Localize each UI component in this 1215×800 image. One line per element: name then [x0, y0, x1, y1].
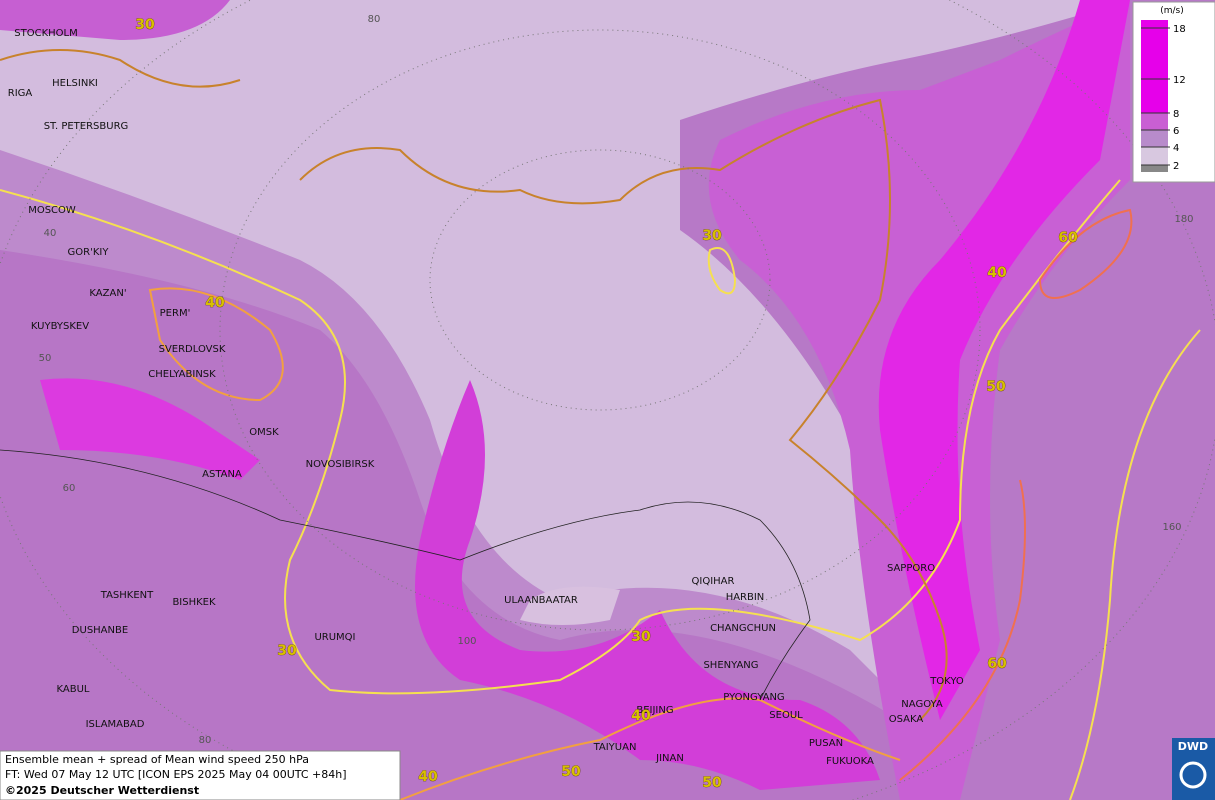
legend-swatch	[1141, 130, 1168, 147]
city-label: JINAN	[655, 753, 684, 764]
borders	[0, 449, 811, 701]
city-label: KAZAN'	[89, 288, 126, 299]
info-title: Ensemble mean + spread of Mean wind spee…	[5, 753, 309, 766]
legend-label: 2	[1173, 161, 1179, 172]
city-label: ASTANA	[202, 469, 242, 480]
legend-unit: (m/s)	[1160, 6, 1184, 16]
grid-label: 100	[457, 636, 476, 647]
city-label: CHELYABINSK	[148, 369, 216, 380]
contour-label: 60	[987, 656, 1007, 672]
legend: (m/s) 18 12 8 6 4 2	[1132, 1, 1215, 183]
info-box: Ensemble mean + spread of Mean wind spee…	[0, 750, 401, 800]
city-label: PYONGYANG	[723, 692, 784, 703]
contour-label: 40	[987, 265, 1007, 281]
contour-label: 50	[561, 764, 581, 780]
city-label: DUSHANBE	[72, 625, 128, 636]
city-label: TOKYO	[929, 676, 964, 687]
contour-label: 30	[631, 629, 651, 645]
grid-label: 160	[1162, 522, 1181, 533]
city-label: NOVOSIBIRSK	[306, 459, 375, 470]
contour-labels: 30 40 30 40 60 50 30 30 40 60 40 50 50	[135, 17, 1078, 792]
city-label: TASHKENT	[100, 590, 154, 601]
legend-label: 12	[1173, 75, 1186, 86]
city-label: HARBIN	[726, 592, 765, 603]
legend-swatch	[1141, 79, 1168, 113]
city-label: ISLAMABAD	[86, 719, 145, 730]
city-label: ULAANBAATAR	[504, 595, 578, 606]
city-label: TAIYUAN	[593, 742, 637, 753]
city-label: PERM'	[160, 308, 191, 319]
city-label: GOR'KIY	[68, 247, 110, 258]
city-label: RIGA	[8, 88, 33, 99]
city-label: NAGOYA	[901, 699, 943, 710]
legend-label: 18	[1173, 24, 1186, 35]
legend-swatch	[1141, 113, 1168, 130]
city-label: CHANGCHUN	[710, 623, 776, 634]
city-label: STOCKHOLM	[14, 28, 77, 39]
city-label: SAPPORO	[887, 563, 935, 574]
city-label: BISHKEK	[172, 597, 216, 608]
city-label: HELSINKI	[52, 78, 98, 89]
legend-label: 4	[1173, 143, 1179, 154]
contour-label: 30	[702, 228, 722, 244]
grid-label: 80	[368, 14, 381, 25]
contour-label: 40	[631, 708, 651, 724]
city-label: OMSK	[249, 427, 279, 438]
contours	[0, 179, 1201, 800]
city-label: MOSCOW	[28, 205, 76, 216]
city-label: SEOUL	[769, 710, 803, 721]
coastlines	[0, 49, 948, 721]
city-label: PUSAN	[809, 738, 843, 749]
grid-label: 80	[199, 735, 212, 746]
city-label: OSAKA	[889, 714, 924, 725]
legend-label: 6	[1173, 126, 1179, 137]
logo: DWD	[1172, 738, 1215, 800]
city-label: URUMQI	[314, 632, 355, 643]
logo-background	[1172, 738, 1215, 800]
grid-label: 50	[39, 353, 52, 364]
contour-label: 30	[135, 17, 155, 33]
city-label: SHENYANG	[703, 660, 758, 671]
city-label: QIQIHAR	[692, 576, 735, 587]
legend-swatch	[1141, 28, 1168, 79]
legend-swatch	[1141, 165, 1168, 172]
info-forecast: FT: Wed 07 May 12 UTC [ICON EPS 2025 May…	[5, 768, 347, 781]
city-label: ST. PETERSBURG	[44, 121, 129, 132]
city-label: BEIJING	[636, 705, 673, 716]
contour-label: 30	[277, 643, 297, 659]
contour-label: 50	[986, 379, 1006, 395]
contour-label: 40	[418, 769, 438, 785]
info-background	[0, 750, 401, 800]
info-copyright: ©2025 Deutscher Wetterdienst	[5, 784, 199, 797]
city-label: KUYBYSKEV	[31, 321, 89, 332]
legend-swatch	[1141, 147, 1168, 165]
city-label: SVERDLOVSK	[159, 344, 226, 355]
city-labels: STOCKHOLM HELSINKI RIGA ST. PETERSBURG MOSCO…	[8, 28, 964, 767]
grid-label: 60	[63, 483, 76, 494]
legend-bar-top	[1141, 20, 1168, 28]
legend-label: 8	[1173, 109, 1179, 120]
contour-label: 40	[205, 295, 225, 311]
grid-label: 40	[44, 228, 57, 239]
city-label: KABUL	[57, 684, 90, 695]
logo-icon	[1179, 761, 1207, 789]
grid-labels: 80 40 50 60 100 80 180 160	[39, 14, 1194, 746]
city-label: FUKUOKA	[826, 756, 874, 767]
logo-text: DWD	[1178, 740, 1208, 753]
grid-label: 180	[1174, 214, 1193, 225]
contour-label: 60	[1058, 230, 1078, 246]
contour-label: 50	[702, 775, 722, 791]
